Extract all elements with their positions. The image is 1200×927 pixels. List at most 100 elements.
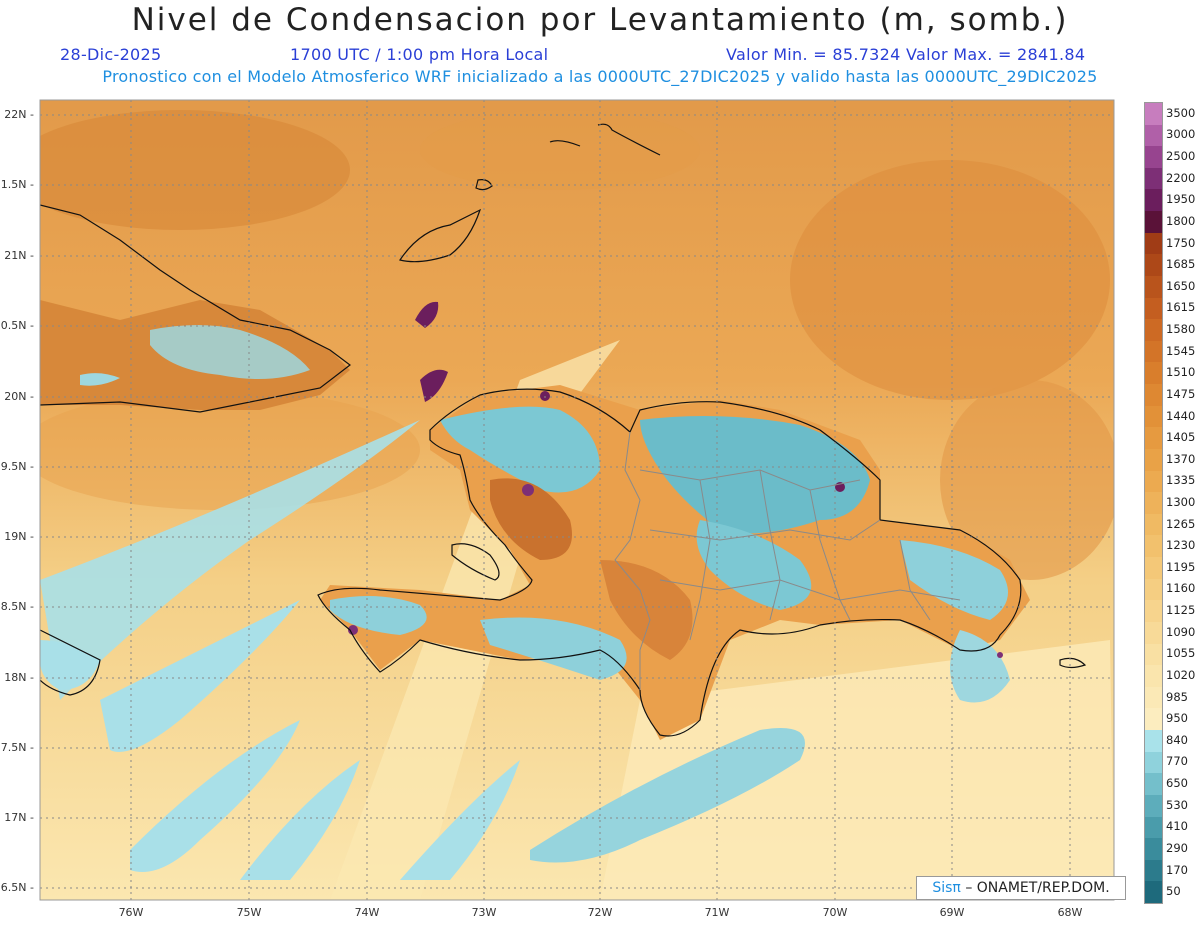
colorbar-label: 2500 (1166, 149, 1196, 164)
colorbar-swatch (1145, 708, 1162, 731)
colorbar-swatch (1145, 319, 1162, 342)
credit-box: Sisπ – ONAMET/REP.DOM. (916, 876, 1126, 900)
colorbar-label: 1405 (1166, 430, 1196, 445)
colorbar-label: 1020 (1166, 667, 1196, 682)
colorbar-swatch (1145, 859, 1162, 882)
colorbar-label: 1125 (1166, 603, 1196, 618)
lon-label: 74W (354, 906, 380, 919)
colorbar-swatch (1145, 103, 1162, 126)
colorbar-swatch (1145, 643, 1162, 666)
lat-label: 22N - (4, 108, 34, 121)
lon-label: 75W (236, 906, 262, 919)
colorbar-label: 1195 (1166, 559, 1196, 574)
colorbar-label: 1580 (1166, 322, 1196, 337)
colorbar-swatch (1145, 254, 1162, 277)
lon-label: 71W (704, 906, 730, 919)
forecast-time: 1700 UTC / 1:00 pm Hora Local (290, 45, 549, 64)
colorbar-label: 1090 (1166, 624, 1196, 639)
colorbar-label: 1440 (1166, 408, 1196, 423)
colorbar-label: 1615 (1166, 300, 1196, 315)
min-max-values: Valor Min. = 85.7324 Valor Max. = 2841.8… (726, 45, 1086, 64)
coastlines (40, 123, 1087, 737)
colorbar-label: 1650 (1166, 278, 1196, 293)
colorbar-swatch (1145, 405, 1162, 428)
lat-label: 19N - (4, 530, 34, 543)
colorbar-swatch (1145, 492, 1162, 515)
colorbar-swatch (1145, 816, 1162, 839)
colorbar-label: 3000 (1166, 127, 1196, 142)
colorbar-swatch (1145, 557, 1162, 580)
colorbar-label: 1370 (1166, 451, 1196, 466)
colorbar-label: 410 (1166, 819, 1188, 834)
colorbar-label: 1800 (1166, 213, 1196, 228)
colorbar-swatch (1145, 146, 1162, 169)
colorbar-label: 1950 (1166, 192, 1196, 207)
colorbar-swatch (1145, 448, 1162, 472)
colorbar-label: 1750 (1166, 235, 1196, 250)
colorbar-label: 1300 (1166, 495, 1196, 509)
colorbar-swatch (1145, 751, 1162, 774)
colorbar-swatch (1145, 730, 1162, 753)
colorbar-swatch (1145, 600, 1162, 623)
colorbar-swatch (1145, 189, 1162, 212)
colorbar-swatch (1145, 211, 1162, 234)
colorbar-swatch (1145, 513, 1162, 536)
lat-label: 8.5N - (0, 600, 34, 613)
colorbar-swatch (1145, 427, 1162, 450)
colorbar-swatch (1145, 167, 1162, 190)
colorbar-swatch (1145, 362, 1162, 385)
lat-label: 0.5N - (0, 319, 34, 332)
lat-label: 21N - (4, 249, 34, 262)
lat-label: 1.5N - (0, 178, 34, 191)
colorbar-label: 840 (1166, 732, 1188, 747)
lon-label: 73W (471, 906, 497, 919)
forecast-info: Pronostico con el Modelo Atmosferico WRF… (102, 67, 1098, 86)
colorbar-swatch (1145, 881, 1162, 904)
colorbar-label: 2200 (1166, 170, 1196, 185)
colorbar-label: 1475 (1166, 386, 1196, 401)
lat-label: 20N - (4, 390, 34, 403)
colorbar-label: 1685 (1166, 257, 1196, 272)
colorbar (1144, 102, 1163, 904)
colorbar-label: 770 (1166, 754, 1188, 769)
lat-label: 9.5N - (0, 460, 34, 473)
lat-label: 6.5N - (0, 881, 34, 894)
colorbar-swatch (1145, 275, 1162, 299)
colorbar-label: 1545 (1166, 343, 1196, 358)
colorbar-label: 1265 (1166, 516, 1196, 531)
credit-brand: Sisπ (932, 880, 961, 896)
lon-label: 76W (118, 906, 144, 919)
colorbar-swatch (1145, 535, 1162, 558)
colorbar-label: 290 (1166, 840, 1188, 855)
colorbar-swatch (1145, 384, 1162, 407)
colorbar-swatch (1145, 773, 1162, 796)
colorbar-label: 1055 (1166, 646, 1196, 661)
lat-label: 18N - (4, 671, 34, 684)
colorbar-swatch (1145, 621, 1162, 645)
colorbar-label: 985 (1166, 689, 1188, 704)
forecast-date: 28-Dic-2025 (60, 45, 162, 64)
colorbar-swatch (1145, 578, 1162, 601)
colorbar-label: 170 (1166, 862, 1188, 877)
colorbar-label: 1230 (1166, 538, 1196, 553)
lon-label: 68W (1057, 906, 1083, 919)
plot-frame (39, 99, 1115, 901)
credit-org: – ONAMET/REP.DOM. (965, 880, 1110, 896)
colorbar-label: 1160 (1166, 581, 1196, 596)
province-boundaries (614, 431, 961, 690)
colorbar-swatch (1145, 686, 1162, 709)
lat-label: 7.5N - (0, 741, 34, 754)
colorbar-label: 50 (1166, 884, 1181, 899)
colorbar-swatch (1145, 794, 1162, 817)
lon-label: 72W (587, 906, 613, 919)
lon-label: 70W (822, 906, 848, 919)
colorbar-swatch (1145, 838, 1162, 861)
colorbar-swatch (1145, 665, 1162, 688)
colorbar-swatch (1145, 470, 1162, 493)
colorbar-label: 1510 (1166, 365, 1196, 380)
colorbar-label: 950 (1166, 711, 1188, 726)
colorbar-swatch (1145, 124, 1162, 147)
colorbar-label: 3500 (1166, 105, 1196, 120)
colorbar-swatch (1145, 232, 1162, 255)
colorbar-label: 1335 (1166, 473, 1196, 488)
